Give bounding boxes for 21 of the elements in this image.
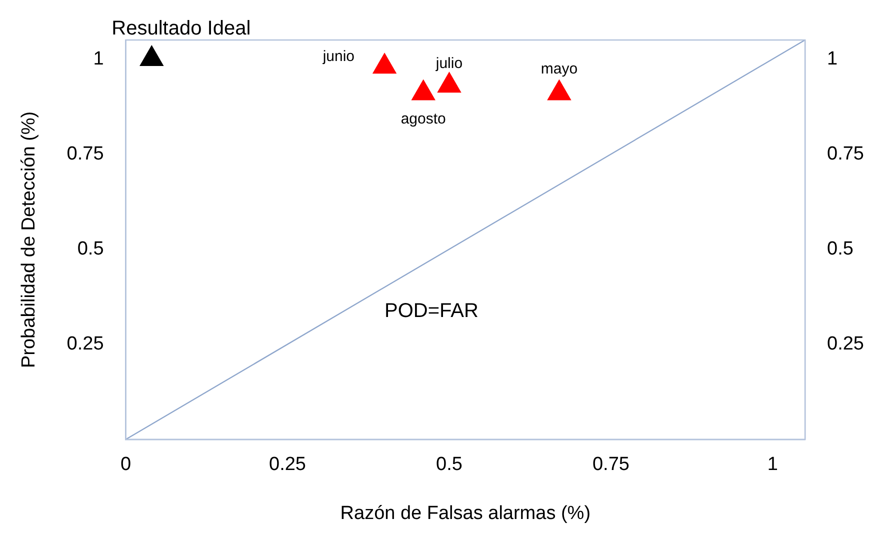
y-axis-title: Probabilidad de Detección (%) (18, 111, 40, 368)
annotation: agosto (400, 110, 446, 128)
x-tick-label: 1 (767, 454, 778, 476)
y-tick-label: 1 (93, 48, 104, 70)
annotation: Resultado Ideal (112, 18, 251, 40)
annotation: POD=FAR (384, 300, 478, 322)
y2-tick-label: 1 (827, 48, 838, 70)
annotation: julio (434, 54, 463, 72)
x-tick-label: 0 (120, 454, 132, 476)
x-tick-label: 0.75 (592, 454, 630, 476)
y-tick-label: 0.5 (77, 238, 104, 260)
annotation: mayo (540, 60, 578, 78)
y2-tick-label: 0.25 (827, 334, 864, 355)
annotation: junio (322, 48, 355, 65)
x-tick-label: 0.25 (269, 454, 306, 476)
y-tick-label: 0.75 (66, 143, 104, 164)
x-tick-label: 0.5 (436, 454, 462, 476)
y2-tick-label: 0.75 (827, 143, 864, 164)
y2-tick-label: 0.5 (827, 238, 854, 260)
x-axis-title: Razón de Falsas alarmas (%) (340, 502, 591, 524)
y-tick-label: 0.25 (66, 334, 104, 355)
